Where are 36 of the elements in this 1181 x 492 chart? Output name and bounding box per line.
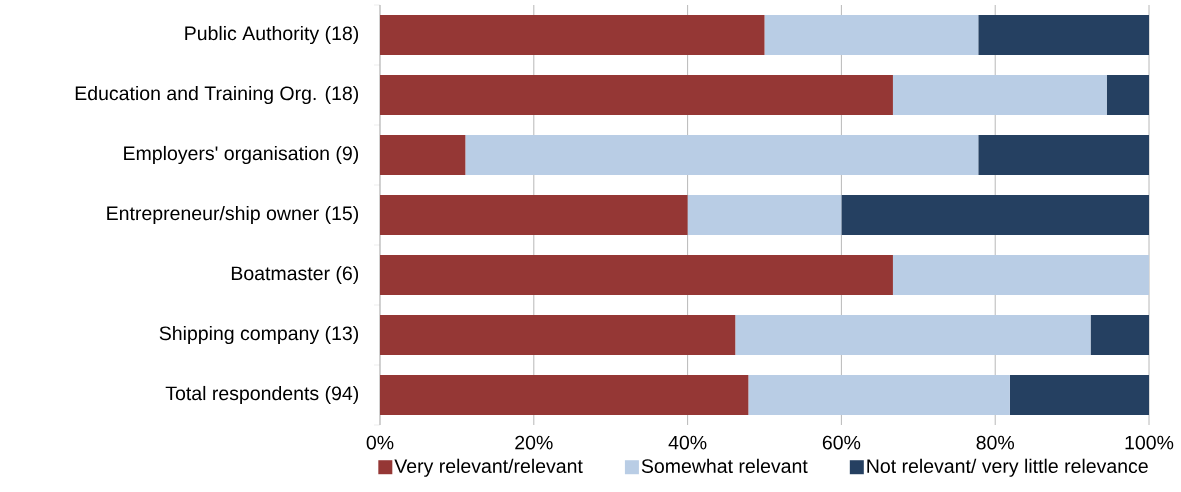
legend-label: Not relevant/ very little relevance <box>867 458 1148 477</box>
bar <box>380 315 736 356</box>
x-tick-label: 20% <box>515 435 553 450</box>
y-tick-label: Boatmaster (6) <box>231 265 359 285</box>
bar <box>380 194 688 236</box>
bar <box>687 194 842 236</box>
bar <box>380 254 893 296</box>
y-tick-label: Total respondents (94) <box>165 385 359 405</box>
bar <box>841 194 1149 236</box>
bar <box>380 134 466 176</box>
y-tick-label: Public Authority (18) <box>185 25 359 45</box>
bar <box>978 14 1149 56</box>
bar <box>380 375 749 416</box>
y-tick-label: Entrepreneur/ship owner (15) <box>107 205 359 225</box>
x-tick-label: 40% <box>668 435 707 450</box>
x-tick-label: 60% <box>822 435 861 450</box>
bar <box>380 74 893 116</box>
legend-label: Somewhat relevant <box>641 458 808 474</box>
bar <box>978 134 1149 176</box>
bar <box>735 315 1091 356</box>
legend-label: Very relevant/relevant <box>394 458 583 477</box>
bar <box>1090 315 1149 356</box>
bar <box>1009 375 1149 416</box>
bar <box>1106 74 1149 116</box>
bar <box>380 14 765 56</box>
x-tick-label: 100% <box>1125 435 1174 450</box>
x-tick-label: 80% <box>976 435 1015 450</box>
y-tick-label: Shipping company (13) <box>159 325 359 345</box>
bar <box>748 375 1010 416</box>
y-tick-label: Education and Training Org. (18) <box>75 85 359 105</box>
bar <box>892 74 1107 116</box>
bar <box>892 254 1149 296</box>
y-tick-label: Employers' organisation (9) <box>124 145 359 165</box>
bar <box>764 14 979 56</box>
bar <box>465 134 979 176</box>
x-tick-label: 0% <box>366 435 394 450</box>
